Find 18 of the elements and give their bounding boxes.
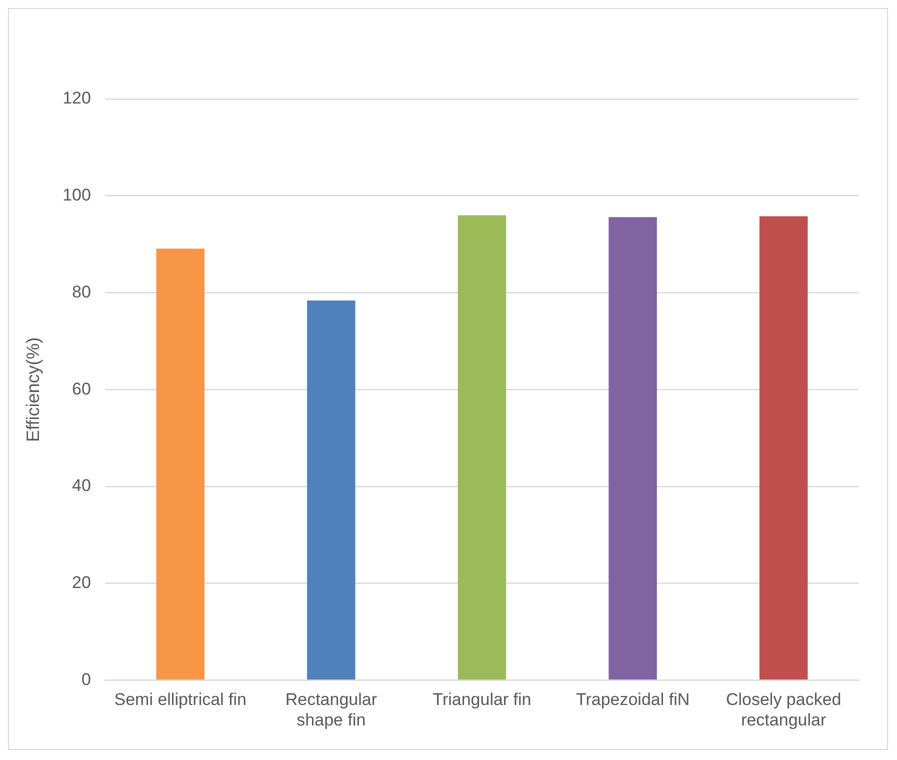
bar bbox=[307, 300, 356, 680]
bar bbox=[608, 217, 657, 680]
x-tick-label: Semi elliptrical fin bbox=[114, 690, 246, 710]
x-tick-label: Closely packed rectangular bbox=[726, 690, 842, 730]
y-tick-label: 120 bbox=[62, 88, 91, 108]
y-tick-label: 20 bbox=[72, 573, 91, 592]
bar bbox=[156, 248, 204, 680]
y-tick-label: 0 bbox=[81, 670, 91, 689]
y-axis-title: Efficiency(%) bbox=[22, 337, 43, 442]
bar bbox=[458, 215, 506, 680]
x-tick-label: Trapezoidal fiN bbox=[576, 690, 690, 710]
y-tick-label: 80 bbox=[72, 282, 91, 302]
x-tick-label: Rectangular shape fin bbox=[285, 690, 378, 730]
y-tick-label: 40 bbox=[72, 476, 91, 496]
x-tick-label: Triangular fin bbox=[432, 690, 532, 710]
bar bbox=[759, 216, 808, 680]
y-tick-label: 100 bbox=[62, 186, 91, 205]
y-tick-label: 60 bbox=[72, 379, 91, 398]
